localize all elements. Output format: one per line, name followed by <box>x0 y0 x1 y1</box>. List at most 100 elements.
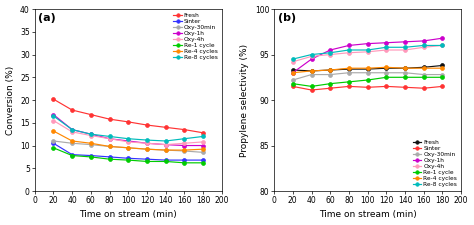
Oxy-1h <box>107 137 112 140</box>
Oxy-1h <box>440 37 446 40</box>
Re-8 cycles <box>421 44 427 47</box>
Sinter <box>107 155 112 158</box>
Oxy-30min <box>126 146 131 149</box>
Re-8 cycles <box>346 49 352 51</box>
Oxy-4h <box>440 44 446 47</box>
Re-1 cycle <box>421 76 427 79</box>
Oxy-4h <box>182 142 187 145</box>
Re-8 cycles <box>126 137 131 140</box>
Oxy-30min <box>88 143 94 146</box>
Oxy-30min <box>440 73 446 76</box>
Oxy-30min <box>144 148 150 151</box>
Oxy-1h <box>383 41 389 44</box>
Oxy-1h <box>163 143 169 146</box>
Fresh <box>383 67 389 70</box>
Oxy-30min <box>421 73 427 76</box>
Oxy-30min <box>328 73 333 76</box>
Legend: Fresh, Sinter, Oxy-30min, Oxy-1h, Oxy-4h, Re-1 cycle, Re-4 cycles, Re-8 cycles: Fresh, Sinter, Oxy-30min, Oxy-1h, Oxy-4h… <box>172 12 219 61</box>
Re-8 cycles <box>290 58 296 61</box>
Line: Sinter: Sinter <box>52 141 205 162</box>
Oxy-30min <box>51 140 56 142</box>
Oxy-1h <box>144 142 150 145</box>
Fresh <box>126 121 131 123</box>
Oxy-1h <box>290 71 296 74</box>
Re-1 cycle <box>328 82 333 85</box>
Re-1 cycle <box>69 154 75 157</box>
Re-4 cycles <box>290 71 296 74</box>
Line: Oxy-4h: Oxy-4h <box>52 119 205 146</box>
Fresh <box>328 69 333 71</box>
Fresh <box>421 66 427 69</box>
Re-1 cycle <box>107 158 112 160</box>
Sinter <box>201 159 206 162</box>
Re-4 cycles <box>126 146 131 149</box>
Oxy-30min <box>201 151 206 154</box>
Re-8 cycles <box>163 140 169 142</box>
Oxy-30min <box>365 71 371 74</box>
Re-1 cycle <box>290 82 296 85</box>
Sinter <box>440 85 446 88</box>
Oxy-30min <box>309 73 314 76</box>
Text: (a): (a) <box>38 13 56 23</box>
Re-4 cycles <box>421 67 427 70</box>
Sinter <box>51 142 56 145</box>
Oxy-4h <box>365 50 371 53</box>
Re-4 cycles <box>51 130 56 132</box>
Line: Re-8 cycles: Re-8 cycles <box>291 43 445 61</box>
Y-axis label: Propylene selectivity (%): Propylene selectivity (%) <box>240 43 249 157</box>
Oxy-30min <box>107 145 112 148</box>
Oxy-1h <box>182 144 187 147</box>
Oxy-30min <box>402 71 408 74</box>
Re-8 cycles <box>88 133 94 135</box>
Oxy-1h <box>402 40 408 43</box>
Re-4 cycles <box>440 67 446 70</box>
Re-1 cycle <box>383 76 389 79</box>
Oxy-1h <box>88 133 94 135</box>
Re-1 cycle <box>309 85 314 88</box>
Line: Oxy-30min: Oxy-30min <box>291 71 445 82</box>
Re-4 cycles <box>144 148 150 151</box>
Oxy-30min <box>290 79 296 81</box>
Line: Re-4 cycles: Re-4 cycles <box>52 129 205 152</box>
Re-4 cycles <box>163 149 169 151</box>
Re-1 cycle <box>201 162 206 164</box>
Re-4 cycles <box>69 140 75 142</box>
Re-4 cycles <box>107 145 112 148</box>
Oxy-4h <box>69 130 75 133</box>
Oxy-1h <box>365 42 371 45</box>
Sinter <box>402 86 408 89</box>
Re-8 cycles <box>383 46 389 49</box>
Oxy-4h <box>163 143 169 146</box>
Sinter <box>182 159 187 162</box>
Sinter <box>88 154 94 157</box>
Re-4 cycles <box>309 70 314 72</box>
Fresh <box>69 109 75 111</box>
Oxy-1h <box>69 128 75 131</box>
Re-8 cycles <box>328 51 333 54</box>
Sinter <box>421 87 427 90</box>
Fresh <box>346 68 352 70</box>
Oxy-4h <box>402 49 408 51</box>
Re-4 cycles <box>182 149 187 151</box>
Re-8 cycles <box>51 115 56 117</box>
Fresh <box>365 68 371 70</box>
Oxy-4h <box>309 55 314 58</box>
Oxy-30min <box>383 71 389 74</box>
Oxy-4h <box>126 141 131 143</box>
Re-8 cycles <box>440 44 446 47</box>
Oxy-30min <box>163 149 169 151</box>
Line: Oxy-1h: Oxy-1h <box>291 36 445 75</box>
Oxy-1h <box>309 58 314 61</box>
Re-1 cycle <box>440 76 446 79</box>
Sinter <box>346 85 352 88</box>
Re-4 cycles <box>365 67 371 70</box>
Legend: Fresh, Sinter, Oxy-30min, Oxy-1h, Oxy-4h, Re-1 cycle, Re-4 cycles, Re-8 cycles: Fresh, Sinter, Oxy-30min, Oxy-1h, Oxy-4h… <box>411 139 458 188</box>
Line: Re-4 cycles: Re-4 cycles <box>291 65 445 75</box>
Sinter <box>290 85 296 88</box>
Sinter <box>126 157 131 160</box>
Sinter <box>328 87 333 90</box>
Fresh <box>51 98 56 101</box>
Re-4 cycles <box>328 69 333 71</box>
Fresh <box>182 128 187 131</box>
Re-4 cycles <box>346 67 352 70</box>
